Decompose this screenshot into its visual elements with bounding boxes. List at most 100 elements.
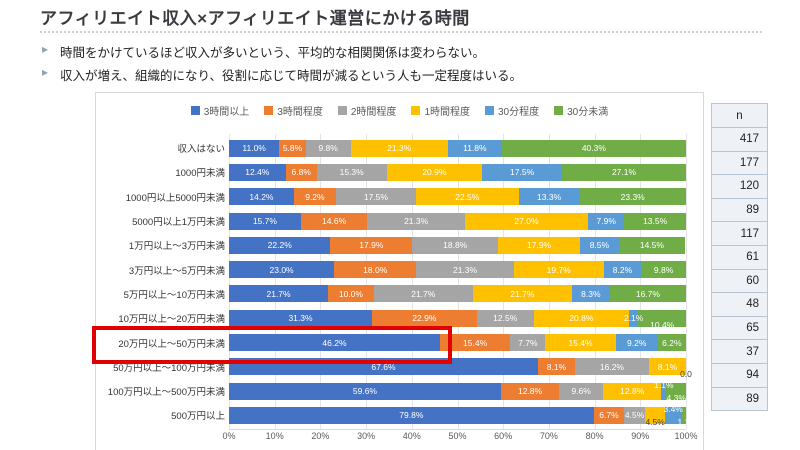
bar-value-label: 9.8%	[653, 264, 674, 275]
category-label: 1000円未満	[175, 168, 225, 180]
bar-segment: 15.3%	[316, 163, 387, 181]
bar-value-label: 22.2%	[267, 240, 292, 251]
legend-label: 30分未満	[567, 107, 609, 118]
bar-value-label: 12.5%	[493, 313, 518, 324]
x-tick-label: 60%	[494, 431, 513, 441]
bar-segment: 22.2%	[229, 236, 331, 254]
chart-row: 20万円以上～50万円未満 46.2% 15.4% 7.7% 15.4% 9.2% 6.2%	[96, 330, 687, 354]
bar-segment: 4.3%	[666, 382, 687, 403]
bar-value-label: 7.9%	[596, 216, 616, 227]
legend-item: 3時間程度	[264, 103, 323, 118]
gridline	[274, 134, 276, 429]
bar-value-label: 1.1%	[654, 380, 674, 391]
bar-value-label: 17.9%	[527, 240, 552, 251]
category-label: 5000円以上1万円未満	[132, 217, 225, 229]
bar-value-label: 22.9%	[412, 313, 437, 324]
bar-value-label: 14.2%	[249, 191, 274, 202]
legend-item: 1時間程度	[411, 103, 470, 118]
bar-value-label: 31.3%	[288, 313, 313, 324]
bar-value-label: 15.4%	[568, 337, 593, 348]
bar-segment: 27.0%	[464, 212, 589, 230]
n-table-cell: 89	[711, 197, 768, 223]
bar-value-label: 5.8%	[282, 143, 303, 154]
bar-segment: 8.2%	[603, 261, 642, 279]
x-tick-label: 40%	[402, 431, 421, 441]
chart-row: 収入はない 11.0% 5.8% 9.8% 21.3% 11.8% 40.3%	[96, 136, 686, 160]
highlight-box	[92, 326, 452, 364]
bullet-text: 時間をかけているほど収入が多いという、平均的な相関関係は変わらない。	[60, 46, 486, 60]
n-table-cell: 89	[711, 386, 768, 412]
bar-segment: 8.5%	[579, 236, 619, 254]
bar-segment: 8.1%	[537, 358, 575, 376]
bar-segment: 17.9%	[330, 236, 413, 254]
bar-value-label: 6.7%	[599, 410, 619, 421]
bar-segment: 31.3%	[229, 309, 373, 327]
bar-segment: 4.5%	[624, 406, 645, 424]
bar-segment: 21.7%	[229, 285, 329, 303]
chart-row: 5万円以上～10万円未満 21.7% 10.0% 21.7% 21.7% 8.3% 16.7…	[96, 282, 687, 306]
bar-stack: 15.7% 14.6% 21.3% 27.0% 7.9% 13.5%	[229, 212, 686, 230]
bar-segment: 12.8%	[603, 382, 662, 400]
legend-label: 1時間程度	[424, 107, 470, 118]
bar-value-label: 20.8%	[569, 313, 594, 324]
category-label: 10万円以上～20万円未満	[118, 314, 225, 326]
category-label: 500万円以上	[171, 411, 225, 423]
legend-label: 3時間以上	[203, 107, 250, 118]
bar-value-label: 79.8%	[399, 410, 424, 421]
bar-segment: 16.7%	[609, 285, 687, 303]
x-tick-label: 10%	[265, 431, 284, 441]
bar-segment: 3.4%	[663, 404, 683, 424]
title-divider	[40, 31, 762, 33]
bar-segment: 10.0%	[328, 285, 374, 303]
n-table-cell: 417	[711, 127, 768, 152]
n-table: n 417 177 120 89 117 61 60 48 65 37 94 89	[711, 103, 768, 412]
bar-value-label: 15.7%	[252, 216, 277, 227]
bar-stack: 22.2% 17.9% 18.8% 17.9% 8.5% 14.5%	[229, 236, 686, 254]
legend-item: 30分未満	[554, 103, 608, 118]
bar-segment: 5.8%	[279, 139, 306, 157]
bar-value-label: 21.7%	[411, 288, 436, 299]
bar-stack: 12.4% 6.8% 15.3% 20.9% 17.5% 27.1%	[229, 163, 686, 181]
bar-segment: 21.7%	[472, 285, 572, 303]
chart-row: 1万円以上～3万円未満 22.2% 17.9% 18.8% 17.9% 8.5% 14.5%	[96, 233, 686, 257]
bar-segment: 17.5%	[482, 163, 563, 181]
legend-swatch-icon	[411, 106, 421, 115]
bar-segment: 20.9%	[386, 163, 483, 181]
gridline	[320, 134, 322, 429]
bar-segment: 18.0%	[334, 261, 417, 279]
bar-stack: 79.8% 6.7% 4.5% 4.5% 3.4% 1.1	[229, 404, 689, 427]
bar-segment: 6.8%	[285, 163, 317, 181]
bar-value-label: 17.5%	[363, 191, 388, 202]
chart-row: 3万円以上～5万円未満 23.0% 18.0% 21.3% 19.7% 8.2% 9.8%	[96, 257, 686, 281]
bar-value-label: 1.1	[677, 417, 690, 428]
category-label: 5万円以上～10万円未満	[123, 289, 225, 301]
bar-segment: 14.2%	[229, 188, 294, 206]
bar-segment: 6.7%	[593, 406, 625, 424]
bar-value-label: 59.6%	[352, 386, 377, 397]
bar-value-label: 13.3%	[537, 191, 562, 202]
gridline	[366, 134, 368, 429]
n-table-header: n	[711, 103, 768, 128]
bar-value-label: 20.9%	[422, 167, 447, 178]
bar-segment: 8.1%	[648, 358, 686, 376]
stacked-bar-chart: 3時間以上 3時間程度 2時間程度 1時間程度 30分程度 30分未満 収入はない 11.0…	[92, 92, 704, 450]
gridline	[503, 134, 505, 429]
bullet-item: ▸ 収入が増え、組織的になり、役割に応じて時間が減るという人も一定程度はいる。	[42, 65, 522, 84]
bar-value-label: 23.0%	[269, 264, 294, 275]
bar-segment: 79.8%	[229, 406, 594, 424]
x-tick-label: 80%	[585, 431, 604, 441]
bar-value-label: 7.7%	[518, 337, 538, 348]
chart-rows: 収入はない 11.0% 5.8% 9.8% 21.3% 11.8% 40.3% 1000円未満…	[96, 136, 692, 428]
bar-segment: 17.9%	[498, 236, 580, 254]
bar-segment: 22.5%	[415, 188, 519, 206]
bar-value-label: 21.3%	[404, 216, 429, 227]
bullet-arrow-icon: ▸	[42, 65, 49, 79]
bar-segment: 17.5%	[335, 188, 416, 206]
gridline	[548, 134, 550, 429]
x-axis-ticks: 0% 10% 20% 30% 40% 50% 60% 70% 80% 90% 100%	[222, 431, 697, 445]
bar-value-label: 21.3%	[452, 264, 478, 275]
bar-segment: 11.0%	[229, 139, 280, 157]
chart-row: 5000円以上1万円未満 15.7% 14.6% 21.3% 27.0% 7.9% 13.5…	[96, 209, 686, 233]
bar-value-label: 8.1%	[546, 361, 567, 372]
gridline	[640, 134, 642, 429]
